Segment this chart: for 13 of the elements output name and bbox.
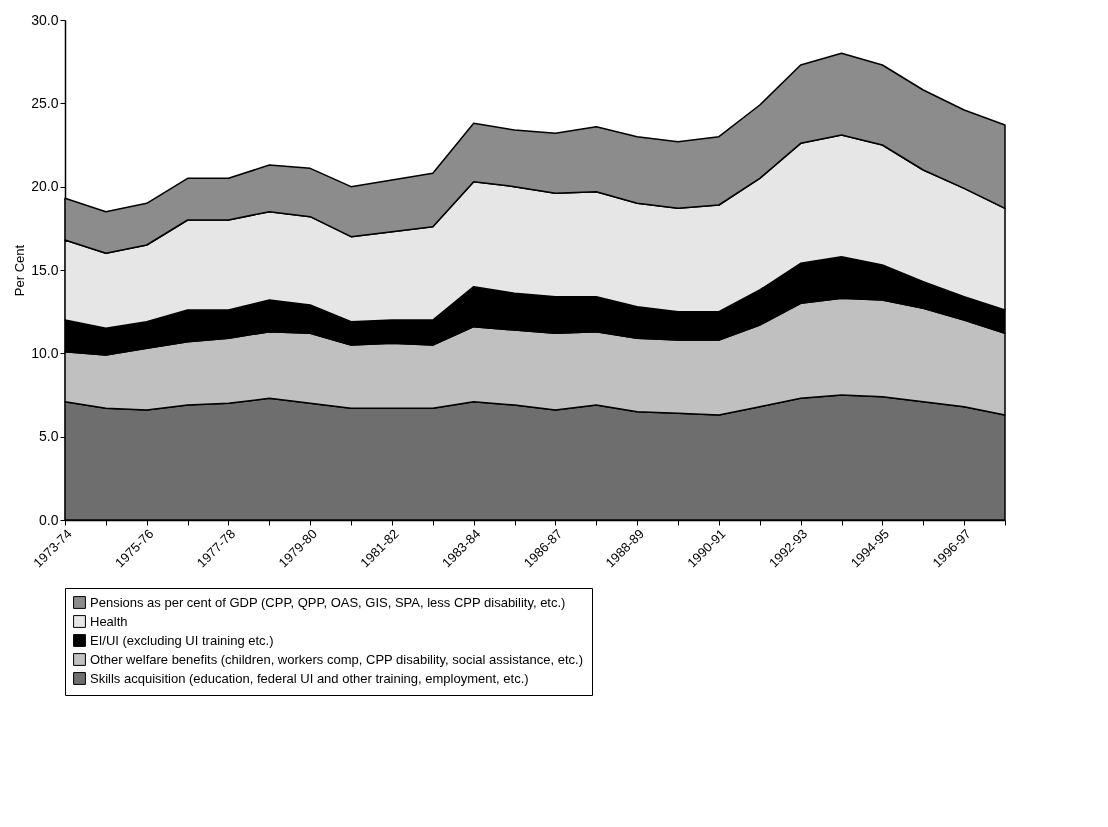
legend-label: Health [90, 613, 128, 629]
y-tick-label: 20.0 [31, 178, 59, 195]
legend-label: Skills acquisition (education, federal UI and other training, employment, etc.) [90, 670, 529, 686]
y-tick-label: 15.0 [31, 261, 59, 278]
y-tick-label: 30.0 [31, 11, 59, 28]
legend-label: EI/UI (excluding UI training etc.) [90, 632, 274, 648]
y-tick-label: 0.0 [39, 511, 59, 528]
y-tick-label: 5.0 [39, 428, 59, 445]
legend-label: Other welfare benefits (children, workers comp, CPP disability, social assistance, etc.) [90, 651, 583, 667]
y-tick-label: 25.0 [31, 94, 59, 111]
y-tick-label: 10.0 [31, 344, 59, 361]
legend-label: Pensions as per cent of GDP (CPP, QPP, OAS, GIS, SPA, less CPP disability, etc.) [90, 594, 566, 610]
y-axis-title: Per Cent [12, 244, 28, 297]
